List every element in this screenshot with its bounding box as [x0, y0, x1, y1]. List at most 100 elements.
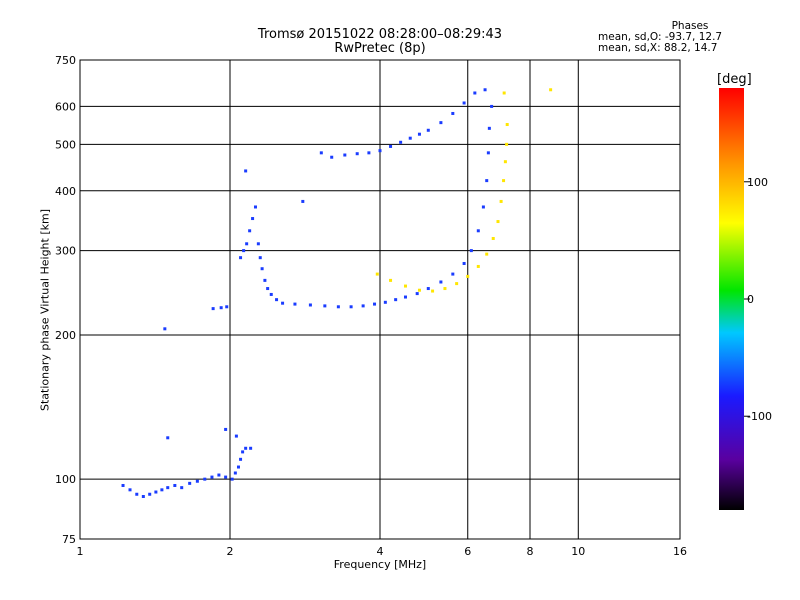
scatter-point [163, 327, 167, 331]
colorbar-tick-label: 0 [747, 293, 754, 306]
scatter-point [154, 490, 158, 494]
scatter-point [249, 446, 253, 450]
scatter-point [323, 304, 327, 308]
scatter-point [308, 303, 312, 307]
x-tick-label: 8 [527, 545, 534, 558]
scatter-point [210, 475, 214, 479]
scatter-point [466, 274, 470, 278]
scatter-point [230, 477, 234, 481]
scatter-point [426, 128, 430, 132]
scatter-point [505, 123, 509, 127]
scatter-point [389, 144, 393, 148]
scatter-point [408, 136, 412, 140]
scatter-point [166, 436, 170, 440]
x-tick-label: 10 [571, 545, 585, 558]
scatter-point [496, 220, 500, 224]
scatter-point [258, 256, 262, 260]
chart-subtitle: RwPretec (8p) [334, 41, 426, 56]
x-tick-label: 2 [227, 545, 234, 558]
scatter-point [260, 267, 264, 271]
scatter-point [160, 488, 164, 492]
scatter-point [417, 288, 421, 292]
phase-stats-x: mean, sd,X: 88.2, 14.7 [598, 42, 718, 54]
y-tick-label: 75 [62, 533, 76, 546]
scatter-point [443, 287, 447, 291]
colorbar-unit-label: [deg] [717, 72, 752, 87]
scatter-point [245, 242, 249, 246]
scatter-point [233, 471, 237, 475]
scatter-point [455, 282, 459, 286]
scatter-point [195, 479, 199, 483]
scatter-point [301, 199, 305, 203]
scatter-point [349, 305, 353, 309]
scatter-point [330, 155, 334, 159]
scatter-point [375, 272, 379, 276]
y-tick-label: 600 [55, 100, 76, 113]
scatter-points [121, 88, 553, 498]
colorbar [719, 88, 744, 510]
chart-title: Tromsø 20151022 08:28:00–08:29:43 [257, 27, 503, 42]
scatter-point [490, 104, 494, 108]
scatter-point [234, 434, 238, 438]
scatter-point [241, 450, 245, 454]
scatter-point [361, 304, 365, 308]
scatter-point [378, 149, 382, 153]
scatter-point [403, 295, 407, 299]
scatter-point [275, 298, 279, 302]
scatter-point [439, 280, 443, 284]
x-tick-label: 16 [673, 545, 687, 558]
scatter-point [248, 229, 252, 233]
grid-lines [80, 60, 680, 539]
scatter-point [549, 88, 553, 92]
scatter-point [244, 446, 248, 450]
scatter-point [135, 492, 139, 496]
scatter-point [487, 126, 491, 130]
scatter-point [236, 465, 240, 469]
scatter-point [253, 205, 257, 209]
scatter-point [239, 256, 243, 260]
scatter-point [473, 91, 477, 95]
scatter-point [483, 88, 487, 92]
scatter-point [417, 132, 421, 136]
scatter-point [383, 300, 387, 304]
scatter-point [399, 140, 403, 144]
scatter-point [462, 101, 466, 105]
y-axis-label: Stationary phase Virtual Height [km] [38, 208, 52, 412]
scatter-point [180, 486, 184, 490]
scatter-point [225, 305, 229, 309]
colorbar-ticks: 100 0 -100 [744, 176, 772, 423]
scatter-point [462, 261, 466, 265]
scatter-point [389, 278, 393, 282]
scatter-point [336, 305, 340, 309]
scatter-point [505, 142, 509, 146]
colorbar-tick-label: 100 [747, 176, 768, 189]
y-tick-label: 750 [55, 54, 76, 67]
y-tick-label: 400 [55, 185, 76, 198]
scatter-point [367, 151, 371, 155]
scatter-point [403, 284, 407, 288]
scatter-point [224, 475, 228, 479]
scatter-point [426, 287, 430, 291]
scatter-point [481, 205, 485, 209]
scatter-point [148, 492, 152, 496]
scatter-point [211, 307, 215, 311]
scatter-point [173, 483, 177, 487]
scatter-point [476, 264, 480, 268]
x-axis-label: Frequency [MHz] [333, 558, 427, 571]
scatter-point [266, 287, 270, 291]
scatter-point [491, 236, 495, 240]
scatter-point [166, 486, 170, 490]
scatter-point [219, 306, 223, 310]
x-tick-label: 4 [377, 545, 384, 558]
scatter-point [281, 301, 285, 305]
scatter-point [431, 289, 435, 293]
scatter-point [319, 151, 323, 155]
scatter-point [251, 217, 255, 221]
scatter-point [499, 199, 503, 203]
scatter-point [503, 160, 507, 164]
x-tick-label: 6 [464, 545, 471, 558]
scatter-point [256, 242, 260, 246]
scatter-point [224, 427, 228, 431]
scatter-point [476, 229, 480, 233]
